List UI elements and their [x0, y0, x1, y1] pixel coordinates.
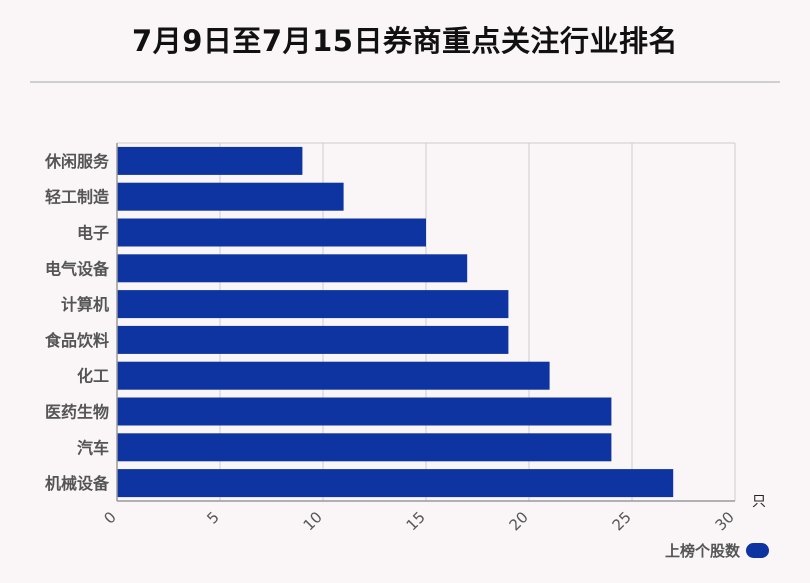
legend-swatch [746, 543, 769, 558]
legend-label: 上榜个股数 [664, 542, 740, 560]
x-tick-label: 20 [506, 508, 532, 534]
category-label: 计算机 [61, 295, 109, 314]
category-label: 化工 [77, 367, 109, 386]
bar [117, 397, 612, 426]
bar [117, 290, 509, 319]
bar [117, 325, 509, 354]
category-label: 电子 [77, 224, 109, 243]
x-tick-label: 5 [203, 508, 222, 527]
category-label: 机械设备 [45, 474, 110, 493]
chart-title: 7月9日至7月15日券商重点关注行业排名 [132, 24, 678, 58]
x-tick-label: 15 [403, 508, 429, 534]
bar [117, 218, 426, 247]
title-divider [30, 81, 780, 83]
category-label: 汽车 [77, 438, 109, 457]
legend: 上榜个股数 [665, 540, 769, 561]
category-label: 轻工制造 [45, 188, 110, 207]
category-label: 医药生物 [45, 403, 109, 422]
x-tick-label: 10 [300, 508, 326, 534]
bar [117, 254, 468, 283]
x-unit-label: 只 [752, 494, 766, 510]
bar [117, 182, 344, 211]
x-tick-label: 25 [609, 508, 635, 534]
bar [117, 361, 550, 390]
x-tick-label: 0 [100, 508, 119, 527]
bar [117, 469, 674, 498]
bar [117, 146, 303, 175]
category-label: 休闲服务 [44, 152, 110, 171]
x-tick-label: 30 [712, 508, 738, 534]
category-label: 食品饮料 [44, 331, 109, 350]
bar [117, 433, 612, 462]
category-label: 电气设备 [45, 259, 110, 278]
